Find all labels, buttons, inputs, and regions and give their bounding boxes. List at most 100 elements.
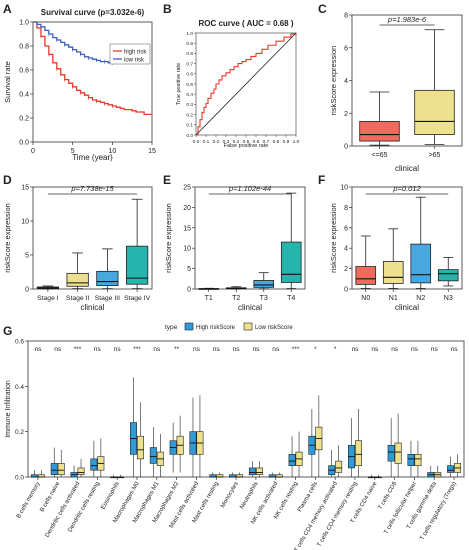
x-tick-label: 0.3	[223, 139, 230, 145]
x-tick-label: Monocytes	[220, 481, 240, 509]
box-d	[66, 272, 89, 287]
significance-label: ns	[371, 346, 379, 353]
y-tick-label: 8	[344, 13, 348, 20]
panel-label-c: C	[318, 2, 327, 16]
box-high-risk	[149, 447, 157, 464]
x-tick-label: T3	[260, 295, 268, 302]
x-tick-label: N1	[389, 295, 398, 302]
y-tick-label: 0.2	[15, 429, 24, 436]
x-tick-label: N0	[361, 295, 370, 302]
panel-label-e: E	[163, 173, 171, 187]
y-tick-label: 10	[21, 219, 29, 226]
significance-label: ns	[114, 346, 122, 353]
box-low-risk	[255, 467, 263, 476]
y-tick-label: 0.5	[186, 82, 193, 88]
legend-label: high risk	[124, 50, 147, 56]
y-tick-label: 15	[183, 225, 191, 232]
y-tick-label: 0	[344, 144, 348, 151]
significance-label: ns	[352, 346, 360, 353]
x-tick-label: 0.4	[233, 139, 240, 145]
box-low-risk	[335, 460, 343, 473]
chart-title-a: Survival curve (p=3.032e-6)	[41, 8, 145, 17]
y-axis-label: riskScore expression	[329, 203, 338, 273]
diagonal-reference-line	[195, 32, 297, 136]
x-tick-label: 0.0	[193, 139, 200, 145]
y-tick-label: 0.2	[186, 112, 193, 118]
x-axis-label: False positive rate	[224, 143, 269, 149]
panel-label-f: F	[318, 173, 325, 187]
box-f	[355, 266, 377, 285]
box-f	[437, 269, 459, 282]
x-tick-label: Eosinophils	[100, 481, 121, 511]
y-tick-label: 0.6	[186, 72, 193, 78]
significance-label: ns	[252, 346, 260, 353]
survival-line-high-risk	[33, 21, 152, 116]
y-tick-label: 5	[25, 253, 29, 260]
x-tick-label: 0.8	[273, 139, 280, 145]
y-tick-label: 0.4	[186, 92, 193, 98]
significance-label: ns	[431, 346, 439, 353]
panel-label-a: A	[3, 2, 12, 16]
significance-label: ns	[54, 346, 62, 353]
y-tick-label: 0.8	[19, 44, 29, 51]
x-tick-label: T4	[287, 295, 295, 302]
legend-title: type	[165, 324, 178, 331]
chart-title-b: ROC curve ( AUC = 0.68 )	[198, 19, 293, 28]
x-tick-label: 0.5	[243, 139, 250, 145]
y-tick-label: 0.2	[19, 116, 29, 123]
roc-curve	[196, 33, 297, 136]
y-tick-label: 5	[187, 266, 191, 273]
y-axis-label: riskScore expression	[329, 46, 338, 116]
legend-label: High riskScore	[196, 325, 236, 331]
box-high-risk	[248, 467, 256, 476]
x-axis-label: clinical	[238, 303, 262, 312]
p-value-label: p=7.738e-15	[70, 184, 114, 193]
x-tick-label: 0.6	[253, 139, 260, 145]
y-tick-label: 0.7	[186, 61, 193, 67]
box-low-risk	[57, 463, 65, 476]
y-tick-label: 0.3	[186, 102, 193, 108]
legend-swatch-high	[184, 322, 194, 331]
x-axis-label: clinical	[80, 303, 104, 312]
significance-label: *	[314, 346, 317, 353]
x-tick-label: T cells regulatory (Tregs)	[419, 481, 457, 541]
y-axis-label: riskScore expression	[3, 203, 12, 273]
y-axis-label: Survival rate	[3, 61, 12, 103]
significance-label: ns	[272, 346, 280, 353]
y-tick-label: 0	[187, 287, 191, 294]
box-e	[253, 280, 275, 288]
y-tick-label: 0.0	[15, 475, 24, 482]
box-high-risk	[288, 454, 296, 466]
y-tick-label: 0.6	[15, 339, 24, 346]
y-tick-label: 0.9	[186, 41, 193, 47]
x-tick-label: T cells CD8	[378, 480, 399, 510]
x-tick-label: Dendritic cells activated	[45, 481, 82, 539]
x-tick-label: B cells memory	[16, 481, 42, 520]
significance-label: ns	[213, 346, 221, 353]
y-tick-label: 0.1	[186, 123, 193, 129]
p-value-label: p=1.102e-44	[228, 184, 271, 193]
box-c	[414, 89, 455, 135]
y-tick-label: 8	[344, 205, 348, 212]
x-tick-label: Stage II	[66, 295, 90, 302]
y-tick-label: 1.0	[186, 31, 193, 37]
x-tick-label: 1.0	[293, 139, 300, 145]
box-d	[96, 270, 119, 287]
x-tick-label: T2	[232, 295, 240, 302]
x-tick-label: B cells naive	[39, 480, 61, 513]
significance-label: ***	[292, 346, 300, 353]
panel-label-d: D	[3, 173, 12, 187]
x-tick-label: T cells CD4 memory activated	[294, 481, 339, 550]
plot-frame-d	[32, 186, 153, 290]
significance-label: **	[174, 346, 180, 353]
y-tick-label: 0.4	[15, 384, 24, 391]
significance-label: ns	[153, 346, 161, 353]
box-e	[280, 241, 302, 283]
x-tick-label: 0.7	[263, 139, 270, 145]
box-high-risk	[90, 458, 98, 471]
box-low-risk	[394, 442, 402, 464]
y-tick-label: 6	[344, 45, 348, 52]
y-tick-label: 4	[344, 78, 348, 85]
box-high-risk	[447, 465, 455, 473]
